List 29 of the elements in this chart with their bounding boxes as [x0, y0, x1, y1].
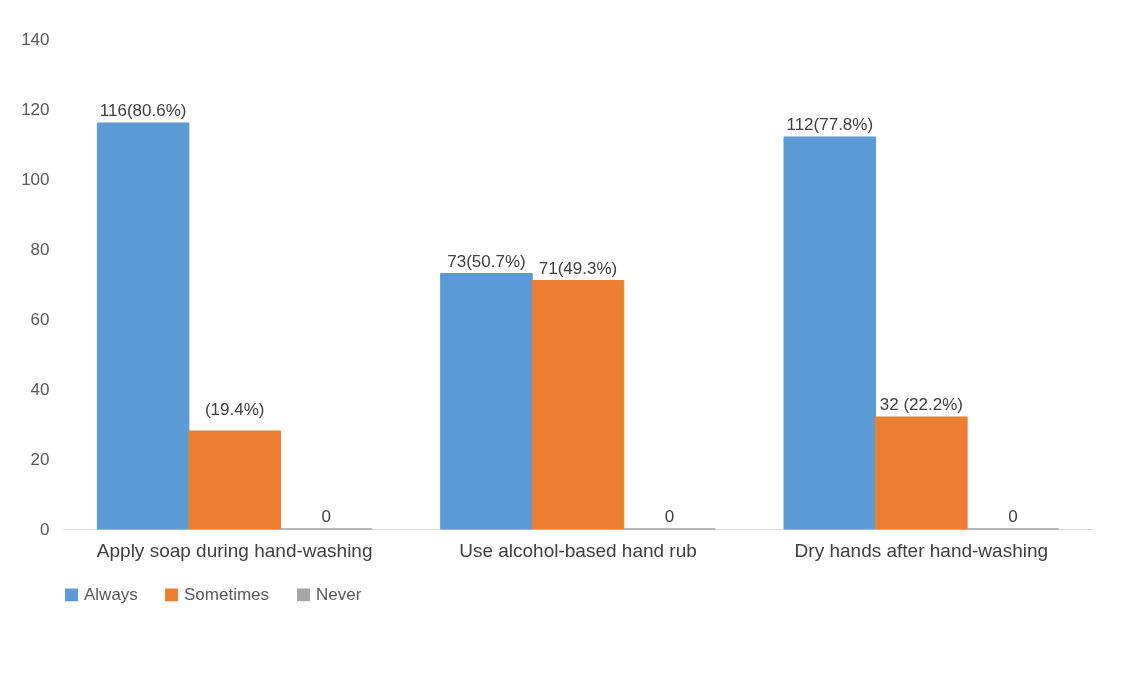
- data-label: 0: [664, 507, 675, 526]
- y-tick-label: 100: [21, 169, 50, 189]
- x-tick-label: Use alcohol-based hand rub: [459, 539, 697, 561]
- y-tick-label: 0: [40, 519, 50, 539]
- bar: [440, 273, 533, 530]
- bar: [96, 122, 190, 530]
- data-label: 116(80.6%): [99, 101, 187, 120]
- y-tick-label: 20: [30, 449, 50, 469]
- legend-label: Sometimes: [184, 584, 270, 604]
- x-tick-label: Apply soap during hand-washing: [96, 539, 373, 561]
- data-label: 32 (22.2%): [879, 395, 963, 414]
- annotation: (19.4%): [204, 400, 265, 419]
- bar: [875, 416, 968, 530]
- bar: [531, 280, 625, 530]
- legend-label: Never: [316, 584, 362, 604]
- bar: [188, 430, 281, 530]
- y-tick-label: 60: [30, 309, 50, 329]
- legend-label: Always: [84, 584, 138, 604]
- x-tick-label: Dry hands after hand-washing: [794, 539, 1049, 561]
- data-label: 71(49.3%): [538, 258, 618, 278]
- data-label: 0: [321, 507, 331, 526]
- y-tick-label: 40: [30, 379, 50, 399]
- y-tick-label: 120: [21, 99, 50, 119]
- data-label: 73(50.7%): [447, 251, 526, 271]
- data-label: 112(77.8%): [786, 115, 874, 134]
- y-tick-label: 140: [21, 29, 50, 49]
- data-label: 0: [1008, 507, 1018, 526]
- y-tick-label: 80: [30, 239, 50, 259]
- bar: [783, 136, 877, 530]
